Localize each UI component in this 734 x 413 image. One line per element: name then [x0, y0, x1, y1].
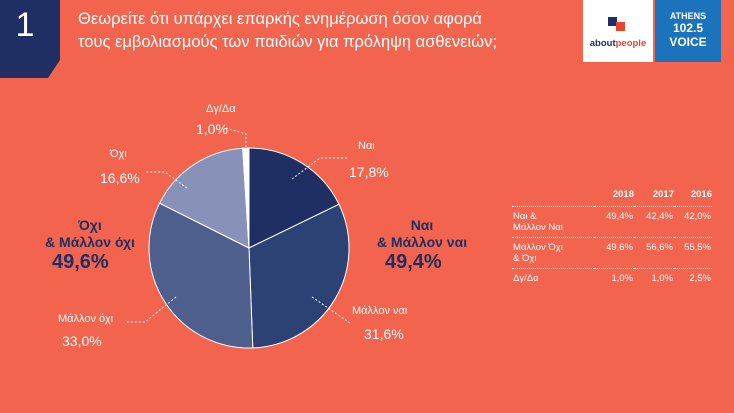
athens-voice-logo-line-2: 102.5	[672, 21, 704, 35]
table-cell: 55,5%	[674, 237, 712, 269]
table-header-2016: 2016	[690, 189, 712, 200]
pie-slice-nai	[248, 147, 340, 249]
group-label-no-line-2: & Μάλλον όχι	[45, 234, 135, 250]
comparison-table: 2018 2017 2016 Ναι & Μάλλον Ναι 49,4% 42,…	[512, 189, 712, 288]
table-cell: 1,0%	[594, 268, 634, 288]
group-value-no: 49,6%	[52, 251, 109, 273]
leader-line-nai	[291, 157, 348, 180]
table-cell: 49,6%	[594, 237, 634, 269]
athens-voice-logo-line-1: ATHENS	[669, 11, 707, 21]
table-cell: 42,4%	[634, 206, 674, 238]
table-header-row: 2018 2017 2016	[512, 189, 712, 207]
pie-slice-oxi	[158, 147, 250, 249]
group-value-yes: 49,4%	[385, 251, 442, 273]
slice-label-dgda: Δγ/Δα	[206, 103, 236, 115]
leader-lines	[125, 127, 351, 324]
group-label-no-line-1: Όχι	[78, 217, 102, 233]
question-title-line-1: Θεωρείτε ότι υπάρχει επαρκής ενημέρωση ό…	[78, 10, 482, 28]
slice-value-mallon-oxi: 33,0%	[62, 333, 102, 349]
table-header-empty	[512, 189, 594, 207]
athens-voice-logo-line-3: VOICE	[669, 35, 707, 49]
table-row-label: Μάλλον Όχι & Όχι	[512, 237, 594, 269]
slice-value-mallon-nai: 31,6%	[364, 326, 404, 342]
question-number-box: 1	[0, 0, 60, 78]
aboutpeople-logo: aboutpeople	[583, 0, 653, 62]
number-box-notch	[48, 60, 60, 78]
leader-line-oxi	[145, 171, 188, 189]
pie-slice-mallon-nai	[248, 203, 350, 349]
pie-slice-dgda	[242, 147, 250, 249]
slice-value-dgda: 1,0%	[196, 121, 228, 137]
athens-voice-logo: ATHENS 102.5 VOICE	[655, 0, 721, 62]
table-row: Δγ/Δα 1,0% 1,0% 2,5%	[512, 268, 712, 288]
slice-value-nai: 17,8%	[349, 164, 389, 180]
logo-square-dark	[608, 17, 617, 26]
table-cell: 49,4%	[594, 206, 634, 238]
slice-label-mallon-nai: Μάλλον ναι	[352, 305, 408, 317]
question-title-line-2: τους εμβολιασμούς των παιδιών για πρόληψ…	[78, 33, 497, 51]
pie-slice-mallon-oxi	[148, 202, 254, 349]
table-header-2017: 2017	[652, 189, 674, 200]
group-label-yes-line-2: & Μάλλον ναι	[376, 234, 468, 250]
slice-label-mallon-oxi: Μάλλον όχι	[58, 313, 114, 325]
group-label-yes-line-1: Ναι	[410, 217, 434, 233]
table-header-2018: 2018	[612, 189, 634, 200]
slice-label-nai: Ναι	[358, 140, 375, 152]
leader-line-dgda	[225, 127, 247, 151]
table-cell: 56,6%	[634, 237, 674, 269]
table-cell: 42,0%	[674, 206, 712, 238]
slice-label-oxi: Όχι	[110, 148, 127, 160]
table-row-label: Δγ/Δα	[512, 268, 594, 288]
pie-slices	[148, 147, 350, 349]
table-row-label: Ναι & Μάλλον Ναι	[512, 206, 594, 238]
table-cell: 1,0%	[634, 268, 674, 288]
leader-line-mallon-oxi	[125, 296, 177, 323]
question-number: 1	[15, 6, 35, 44]
logo-square-red	[616, 22, 625, 31]
slice-value-oxi: 16,6%	[100, 170, 140, 186]
aboutpeople-logo-text: aboutpeople	[589, 38, 647, 49]
table-row: Μάλλον Όχι & Όχι 49,6% 56,6% 55,5%	[512, 237, 712, 269]
table-cell: 2,5%	[674, 268, 712, 288]
table-row: Ναι & Μάλλον Ναι 49,4% 42,4% 42,0%	[512, 206, 712, 238]
